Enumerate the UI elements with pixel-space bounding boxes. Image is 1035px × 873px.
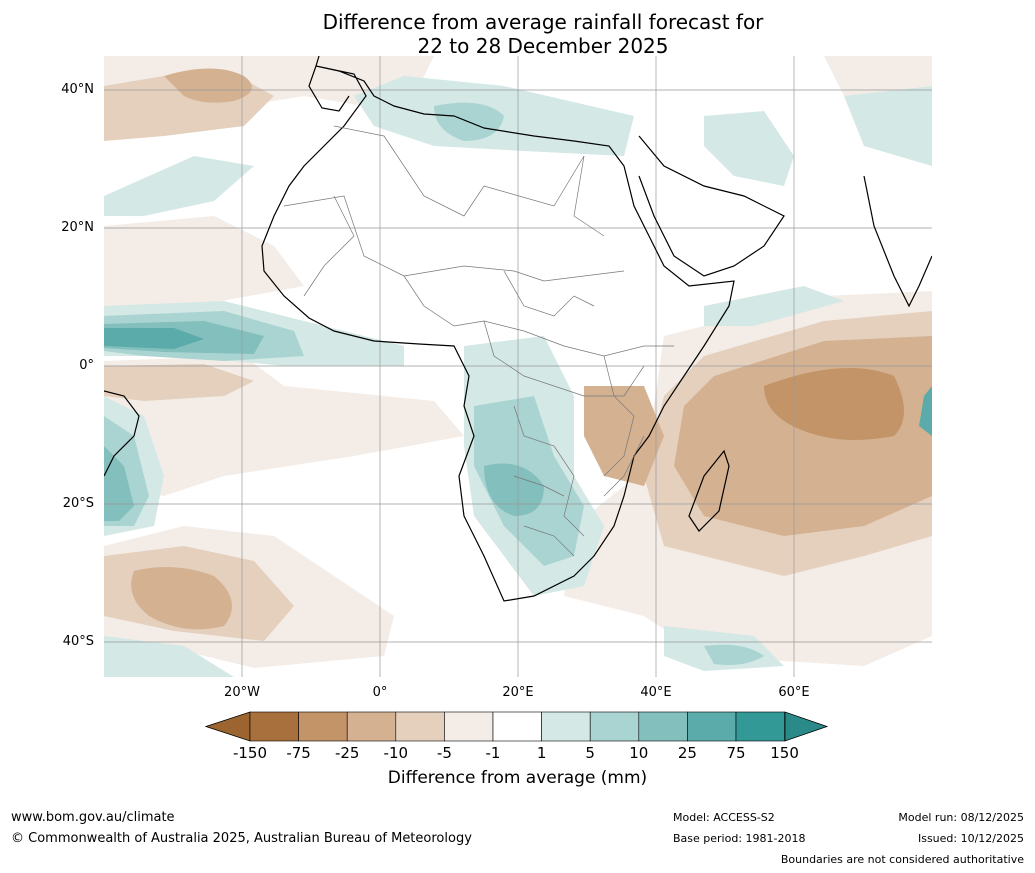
colorbar-tick-label: -150 [232,744,268,762]
colorbar-cell [638,711,688,742]
colorbar-cell [298,711,348,742]
south-america-coastline [104,390,140,477]
anomaly-dry-moderate [164,68,252,103]
anomaly-wet-light [704,644,764,665]
footer-issued: Issued: 10/12/2025 [917,832,1024,845]
chart-title-line2: 22 to 28 December 2025 [417,34,669,58]
colorbar-cell [444,711,494,742]
colorbar-tick-label: -25 [334,744,360,762]
graticule [104,56,932,677]
colorbar-under-arrow [205,711,251,742]
colorbar-tick-label: -1 [485,744,501,762]
anomaly-dry-slight [104,216,304,316]
colorbar-cell [735,711,785,742]
anomaly-wet-slight [704,111,794,186]
lon-label-20w: 20°W [224,685,260,700]
anomaly-dry-moderate [131,567,232,630]
anomaly-wet-moderate [104,446,134,521]
colorbar-over-arrow [784,711,829,742]
colorbar-tick-label: 1 [536,744,547,762]
anomaly-dry-light [104,364,254,401]
footer-copyright: © Commonwealth of Australia 2025, Austra… [11,831,472,846]
madagascar-coastline [688,449,730,532]
footer-model: Model: ACCESS-S2 [673,811,775,824]
footer-base-period: Base period: 1981-2018 [673,832,806,845]
colorbar-cell [541,711,591,742]
colorbar-tick-label: 75 [726,744,746,762]
anomaly-wet-slight [704,286,844,326]
colorbar-cell [589,711,640,742]
colorbar-cell [395,711,445,742]
africa-coastline [261,65,735,602]
lat-label-40n: 40°N [61,82,94,97]
anomaly-dry-moderate [584,386,664,486]
rainfall-map [104,56,932,677]
lat-label-0: 0° [79,358,94,373]
lon-label-60e: 60°E [778,685,810,700]
anomaly-wet-slight [104,636,234,677]
footer-model-run: Model run: 08/12/2025 [898,811,1024,824]
lat-label-20s: 20°S [62,496,94,511]
anomaly-wet-moderate [919,386,932,436]
arabia-coastline [638,135,785,277]
anomaly-wet-slight [844,86,932,166]
colorbar-tick-label: 25 [677,744,697,762]
lon-label-20e: 20°E [502,685,534,700]
colorbar-cell [346,711,397,742]
colorbar-label: Difference from average (mm) [387,768,648,788]
colorbar-tick-label: 10 [629,744,649,762]
footer-website[interactable]: www.bom.gov.au/climate [11,810,175,825]
colorbar-cell [687,711,737,742]
colorbar-tick-label: -5 [436,744,452,762]
anomaly-wet-moderate [484,463,544,516]
colorbar-cell [249,711,299,742]
coastlines [104,56,932,602]
colorbar-tick-label: 5 [585,744,595,762]
anomaly-dry-strong [764,368,904,440]
lon-label-0: 0° [372,685,388,700]
colorbar-tick-label: -10 [383,744,409,762]
anomaly-wet-slight [104,156,254,216]
chart-title-line1: Difference from average rainfall forecas… [322,10,764,34]
iberia-coastline [308,56,350,112]
rainfall-anomaly-fields [104,56,932,677]
anomaly-wet-strong [104,328,204,349]
colorbar-tick-label: -75 [286,744,311,762]
colorbar-tick-label: 150 [770,744,799,762]
lat-label-20n: 20°N [61,220,94,235]
india-coastline [863,175,932,308]
lon-label-40e: 40°E [640,685,672,700]
colorbar-cell [492,711,542,742]
colorbar [205,711,829,742]
country-borders [283,125,674,557]
lat-label-40s: 40°S [62,634,94,649]
footer-disclaimer: Boundaries are not considered authoritat… [780,853,1024,866]
